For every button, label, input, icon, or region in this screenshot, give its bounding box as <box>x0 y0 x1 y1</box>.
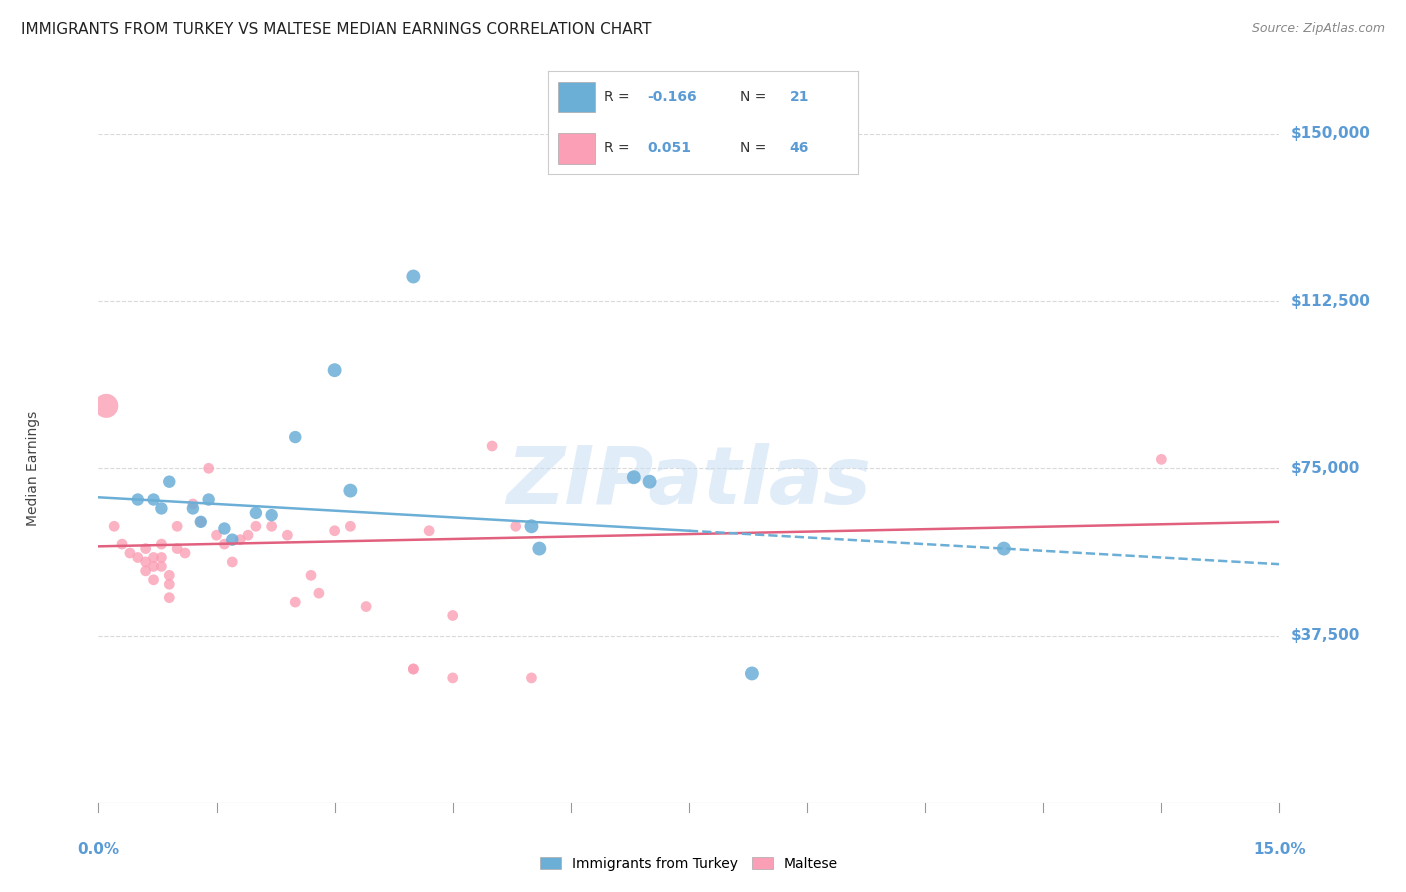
Point <box>284 595 307 609</box>
Text: $112,500: $112,500 <box>1291 293 1371 309</box>
Point <box>520 671 543 685</box>
Point <box>236 528 259 542</box>
Point <box>229 533 252 547</box>
Point <box>127 492 149 507</box>
Point <box>150 550 173 565</box>
Text: $150,000: $150,000 <box>1291 127 1371 141</box>
Text: 15.0%: 15.0% <box>1253 842 1306 856</box>
Point <box>157 577 180 591</box>
Point <box>197 461 219 475</box>
Point <box>166 541 188 556</box>
Point <box>260 508 283 523</box>
Text: Source: ZipAtlas.com: Source: ZipAtlas.com <box>1251 22 1385 36</box>
FancyBboxPatch shape <box>558 82 595 112</box>
Text: R =: R = <box>605 90 634 104</box>
Point <box>181 501 204 516</box>
Point <box>323 363 346 377</box>
Point <box>520 519 543 533</box>
Legend: Immigrants from Turkey, Maltese: Immigrants from Turkey, Maltese <box>534 851 844 876</box>
Point <box>245 519 267 533</box>
Point <box>135 564 157 578</box>
Point <box>127 550 149 565</box>
Point <box>150 501 173 516</box>
Point <box>339 519 361 533</box>
Point <box>276 528 298 542</box>
Point <box>260 519 283 533</box>
Text: N =: N = <box>740 141 770 155</box>
Point <box>174 546 197 560</box>
Point <box>214 537 236 551</box>
Point <box>741 666 763 681</box>
Point <box>1150 452 1173 467</box>
Point <box>299 568 322 582</box>
Point <box>354 599 377 614</box>
Point <box>402 269 425 284</box>
Point <box>221 555 243 569</box>
Text: Median Earnings: Median Earnings <box>27 410 41 526</box>
Text: R =: R = <box>605 141 634 155</box>
FancyBboxPatch shape <box>558 133 595 163</box>
Point <box>118 546 141 560</box>
Point <box>529 541 551 556</box>
Point <box>157 475 180 489</box>
Text: $37,500: $37,500 <box>1291 628 1360 643</box>
Point <box>323 524 346 538</box>
Text: IMMIGRANTS FROM TURKEY VS MALTESE MEDIAN EARNINGS CORRELATION CHART: IMMIGRANTS FROM TURKEY VS MALTESE MEDIAN… <box>21 22 651 37</box>
Point <box>157 591 180 605</box>
Text: N =: N = <box>740 90 770 104</box>
Point <box>245 506 267 520</box>
Point <box>308 586 330 600</box>
Text: $75,000: $75,000 <box>1291 461 1360 475</box>
Point <box>505 519 527 533</box>
Point <box>402 662 425 676</box>
Point <box>142 559 165 574</box>
Point <box>205 528 228 542</box>
Point <box>418 524 440 538</box>
Point <box>181 497 204 511</box>
Point <box>150 537 173 551</box>
Point <box>142 492 165 507</box>
Point <box>135 541 157 556</box>
Point <box>214 521 236 535</box>
Point <box>638 475 661 489</box>
Point <box>142 550 165 565</box>
Text: 21: 21 <box>790 90 808 104</box>
Point <box>623 470 645 484</box>
Point <box>197 492 219 507</box>
Point <box>441 671 464 685</box>
Point <box>190 515 212 529</box>
Point <box>221 533 243 547</box>
Point <box>157 568 180 582</box>
Point <box>284 430 307 444</box>
Text: 0.0%: 0.0% <box>77 842 120 856</box>
Point <box>402 662 425 676</box>
Point <box>103 519 125 533</box>
Point <box>339 483 361 498</box>
Text: 0.051: 0.051 <box>647 141 692 155</box>
Point <box>111 537 134 551</box>
Text: -0.166: -0.166 <box>647 90 697 104</box>
Point <box>150 559 173 574</box>
Point <box>481 439 503 453</box>
Point <box>142 573 165 587</box>
Point <box>190 515 212 529</box>
Point <box>441 608 464 623</box>
Point <box>993 541 1015 556</box>
Point <box>135 555 157 569</box>
Text: 46: 46 <box>790 141 808 155</box>
Point <box>166 519 188 533</box>
Point <box>96 399 118 413</box>
Text: ZIPatlas: ZIPatlas <box>506 442 872 521</box>
